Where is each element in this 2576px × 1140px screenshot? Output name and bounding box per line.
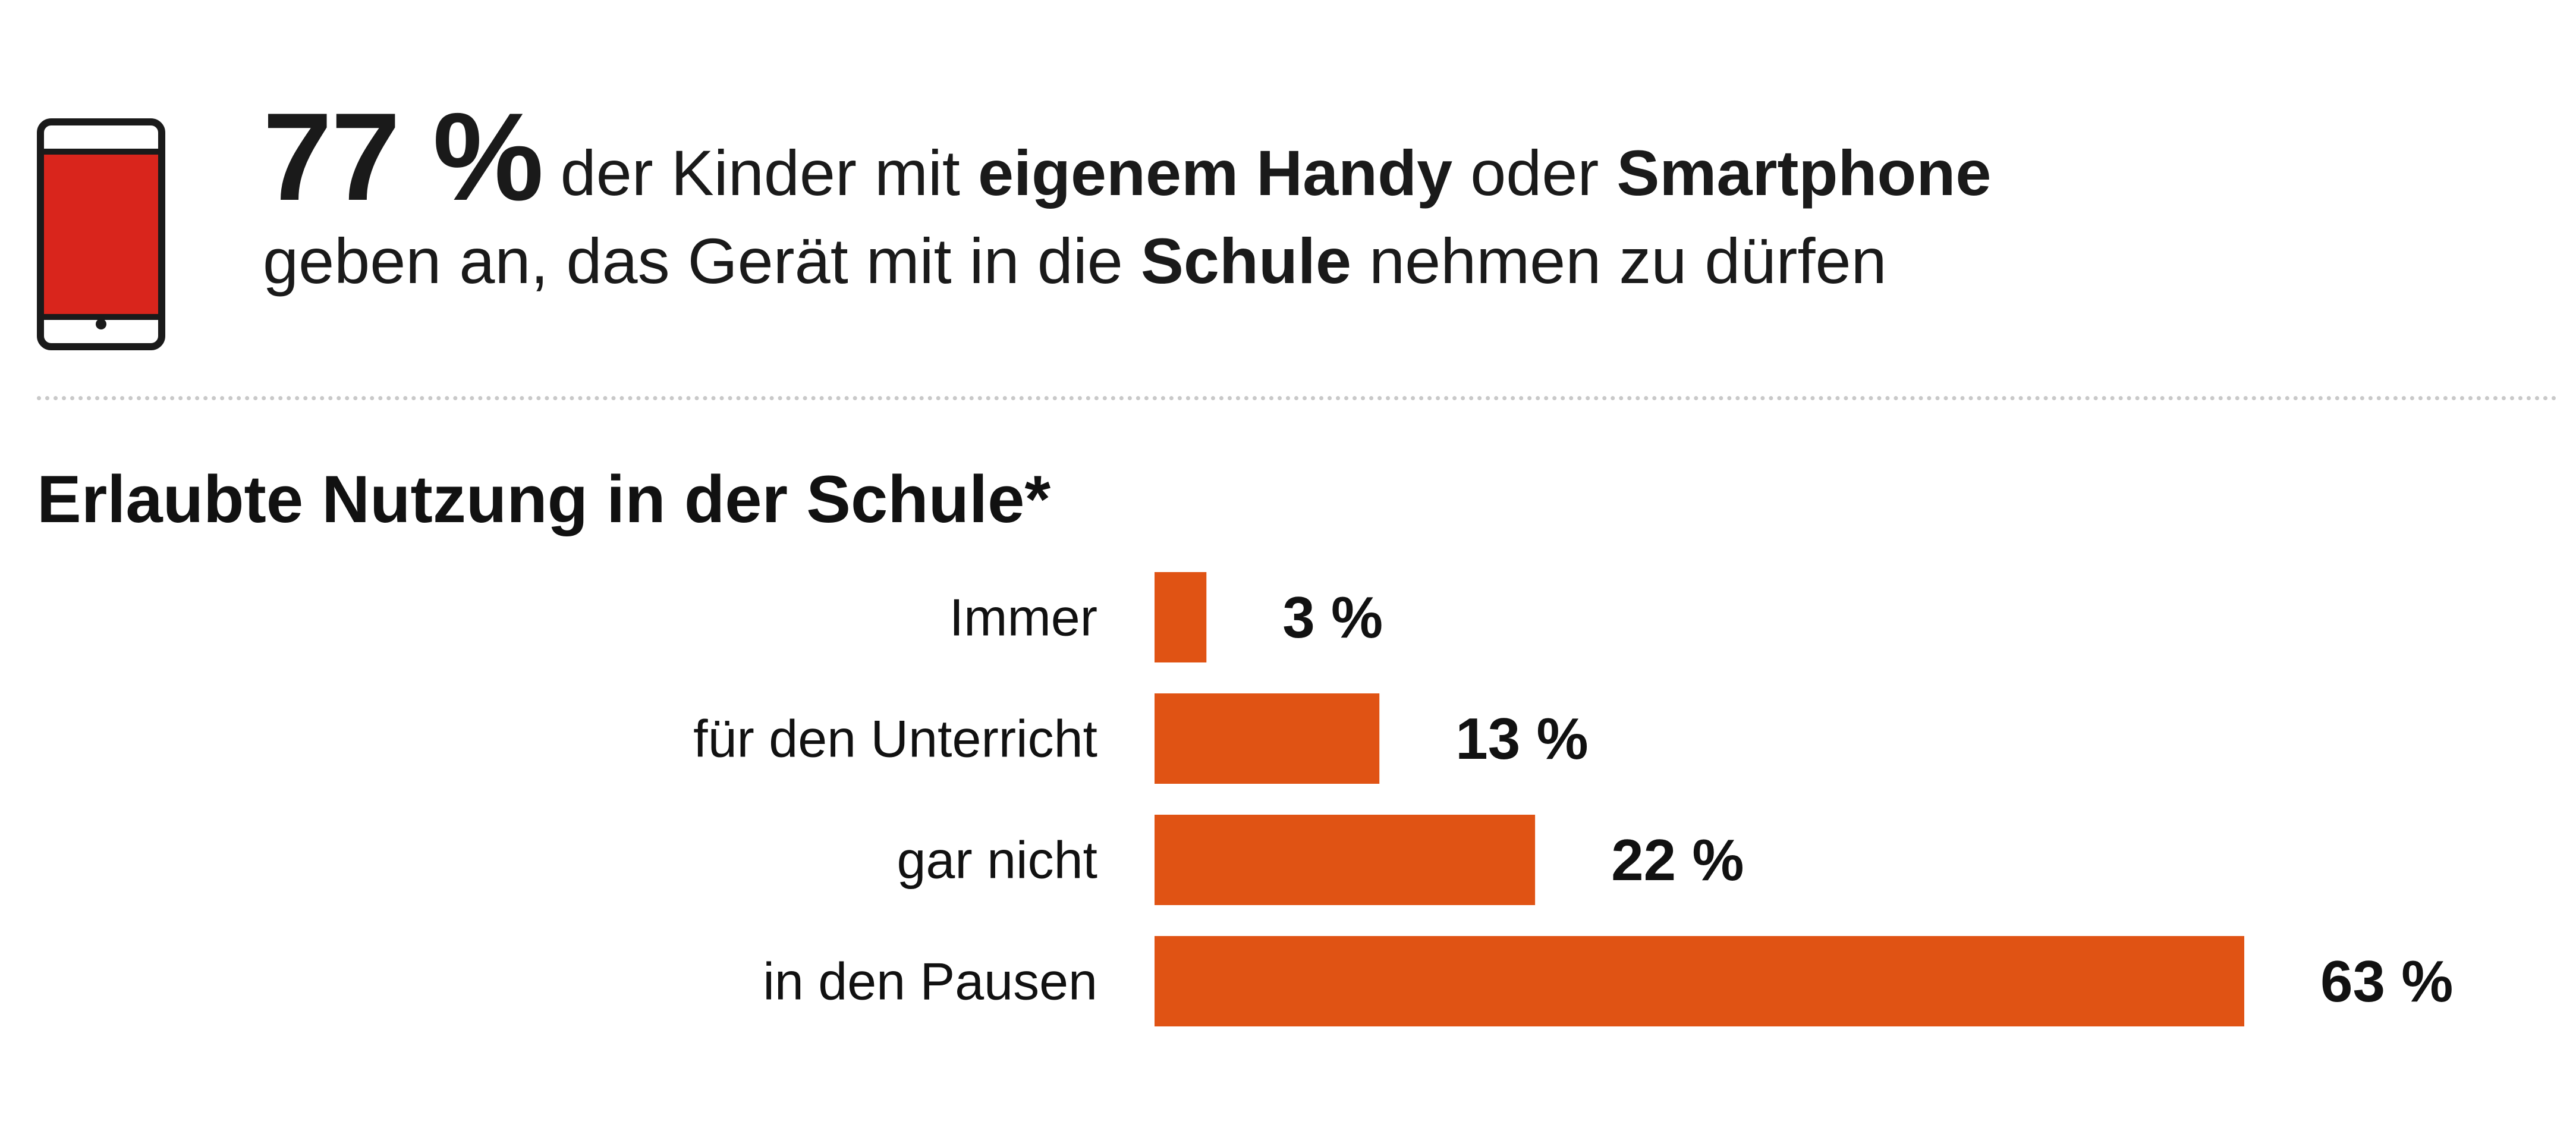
category-label-2: gar nicht	[897, 831, 1097, 890]
bar-0	[1155, 572, 1207, 662]
category-label-0: Immer	[949, 588, 1097, 647]
value-label-2: 22 %	[1611, 827, 1744, 893]
section-divider	[37, 396, 2558, 400]
value-label-3: 63 %	[2320, 949, 2453, 1014]
headline-text-2: oder	[1452, 137, 1617, 209]
headline-percent: 77 %	[263, 87, 544, 227]
phone-screen	[44, 152, 158, 317]
bar-2	[1155, 815, 1536, 905]
bar-1	[1155, 693, 1380, 784]
category-label-3: in den Pausen	[763, 952, 1097, 1011]
bar-3	[1155, 936, 2244, 1026]
value-label-0: 3 %	[1282, 585, 1383, 650]
chart-title: Erlaubte Nutzung in der Schule*	[37, 462, 1051, 536]
headline-bold-2: Smartphone	[1616, 137, 1992, 209]
headline-bold-3: Schule	[1140, 225, 1352, 297]
headline-text-4: nehmen zu dürfen	[1351, 225, 1887, 297]
value-label-1: 13 %	[1455, 706, 1588, 771]
headline-text-1: der Kinder mit	[542, 137, 978, 209]
headline-bold-1: eigenem Handy	[977, 137, 1453, 209]
headline: 77 % der Kinder mit eigenem Handy oder S…	[263, 95, 2403, 305]
headline-text-3: geben an, das Gerät mit in die	[263, 225, 1141, 297]
phone-home-button	[96, 319, 106, 329]
category-label-1: für den Unterricht	[693, 709, 1097, 768]
